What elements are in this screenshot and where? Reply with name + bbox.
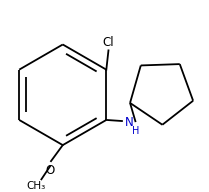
- Text: H: H: [133, 126, 140, 136]
- Text: N: N: [125, 116, 133, 129]
- Text: Cl: Cl: [103, 36, 114, 49]
- Text: O: O: [45, 164, 55, 177]
- Text: CH₃: CH₃: [26, 181, 46, 191]
